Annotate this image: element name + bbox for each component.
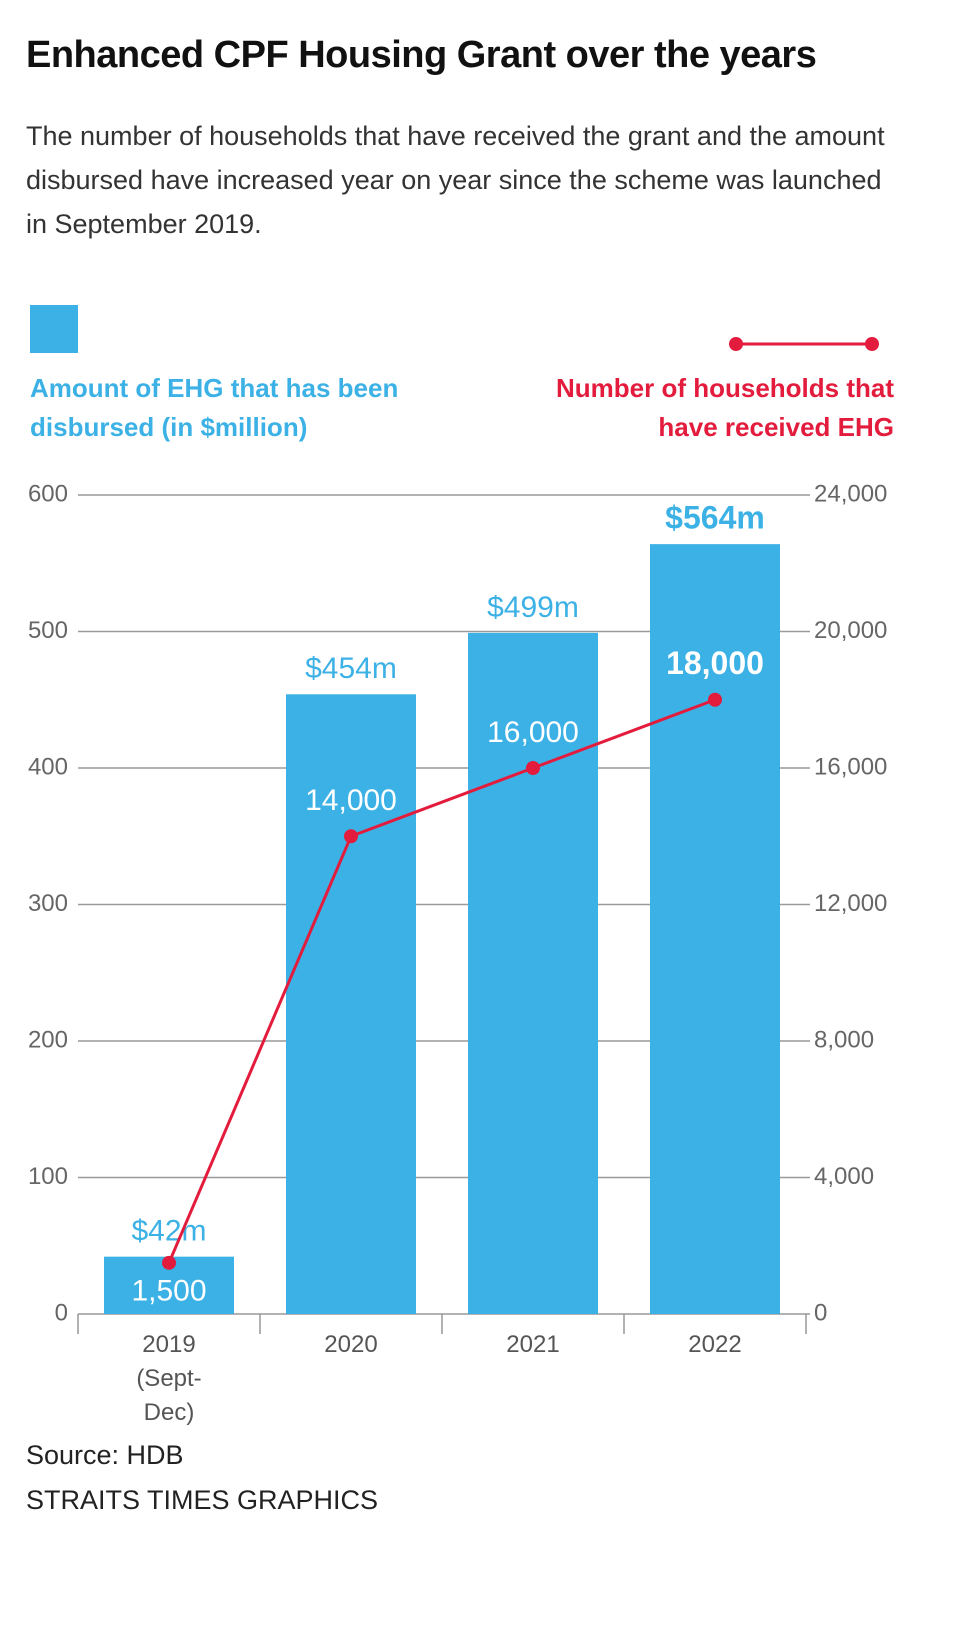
x-tick-label: 2019 (Sept-Dec) — [136, 1331, 202, 1426]
x-tick-label: 2020 — [324, 1331, 378, 1358]
y2-tick-label: 20,000 — [814, 617, 887, 644]
y-tick-label: 500 — [28, 617, 68, 644]
y2-tick-label: 24,000 — [814, 480, 887, 507]
chart-title: Enhanced CPF Housing Grant over the year… — [26, 34, 817, 76]
y2-tick-label: 16,000 — [814, 753, 887, 780]
bar-value-label: $42m — [131, 1215, 206, 1248]
y-tick-label: 0 — [55, 1299, 68, 1326]
x-tick-label: 2022 — [688, 1331, 742, 1358]
source: Source: HDB — [26, 1440, 184, 1470]
line-point — [708, 692, 722, 707]
bar — [650, 544, 780, 1314]
line-point — [162, 1255, 176, 1270]
chart-subtitle: The number of households that have recei… — [26, 121, 885, 239]
line-value-label: 18,000 — [666, 645, 764, 681]
legend-dot — [729, 337, 743, 351]
y2-tick-label: 12,000 — [814, 890, 887, 917]
bar-value-label: $564m — [665, 500, 765, 536]
bar — [468, 632, 598, 1314]
legend-dot — [865, 337, 879, 351]
y-tick-label: 400 — [28, 753, 68, 780]
y-tick-label: 600 — [28, 480, 68, 507]
y2-tick-label: 8,000 — [814, 1026, 874, 1053]
line-point — [526, 761, 540, 775]
bar — [286, 694, 416, 1314]
legend-label: Amount of EHG that has been disbursed (i… — [30, 373, 399, 442]
credit: STRAITS TIMES GRAPHICS — [26, 1485, 379, 1515]
y2-tick-label: 4,000 — [814, 1163, 874, 1190]
x-tick-label: 2021 — [506, 1331, 560, 1358]
y-tick-label: 300 — [28, 890, 68, 917]
line-point — [344, 829, 358, 844]
line-value-label: 1,500 — [131, 1275, 206, 1308]
legend-label: Number of households that have received … — [556, 373, 894, 442]
bar-value-label: $454m — [305, 652, 397, 685]
y-tick-label: 100 — [28, 1163, 68, 1190]
y2-tick-label: 0 — [814, 1299, 827, 1326]
bar-value-label: $499m — [487, 591, 579, 624]
line — [167, 698, 716, 1264]
line-value-label: 16,000 — [487, 716, 579, 749]
y-tick-label: 200 — [28, 1026, 68, 1053]
legend-swatch — [30, 305, 78, 353]
line-value-label: 14,000 — [305, 784, 397, 817]
